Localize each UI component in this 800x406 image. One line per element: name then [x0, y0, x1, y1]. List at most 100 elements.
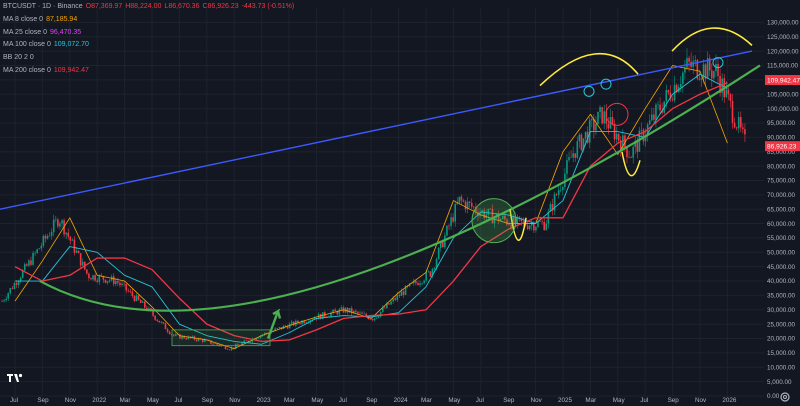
candle-body	[9, 288, 12, 294]
tradingview-logo-icon[interactable]	[6, 372, 24, 384]
candle-body	[38, 248, 41, 250]
candle-body	[164, 323, 167, 330]
candle-body	[48, 235, 51, 237]
price-tick-label: 80,000.00	[767, 163, 796, 170]
candle-body	[634, 140, 637, 147]
candle-body	[125, 283, 127, 291]
candle-body	[512, 216, 514, 229]
candle-body	[551, 204, 554, 211]
ma200-price-badge-text: 109,942.47	[767, 77, 800, 84]
candle-body	[100, 275, 103, 276]
candle-body	[704, 64, 707, 79]
consolidation-circle[interactable]	[471, 198, 517, 244]
price-tick-label: 115,000.00	[767, 63, 799, 70]
candle-body	[731, 100, 734, 123]
candle-body	[71, 239, 74, 241]
peak-marker[interactable]	[600, 78, 612, 90]
candles-layer	[1, 48, 746, 352]
candle-body	[1, 301, 3, 302]
candle-body	[117, 280, 119, 283]
candle-body	[239, 344, 241, 346]
ma-cross-circle[interactable]	[605, 102, 629, 126]
candle-body	[179, 334, 181, 339]
candle-body	[57, 219, 59, 227]
candle-body	[61, 220, 63, 224]
candle-body	[90, 278, 92, 280]
candle-body	[437, 247, 440, 259]
candle-body	[65, 232, 67, 235]
candle-body	[419, 283, 421, 286]
candle-body	[686, 58, 688, 68]
candle-body	[630, 157, 632, 158]
candle-body	[497, 213, 500, 222]
candle-body	[574, 153, 577, 158]
change-value: -443.73 (-0.51%)	[241, 3, 295, 10]
candle-body	[19, 277, 22, 282]
indicator-row[interactable]: MA 25 close 0 96,470.35	[3, 27, 294, 40]
candle-body	[400, 291, 403, 296]
indicator-row[interactable]: MA 200 close 0 109,942.47	[3, 65, 294, 78]
high-value: H88,224.00	[125, 3, 162, 10]
low-value: L86,670.36	[164, 3, 200, 10]
bottom-arc-1[interactable]	[509, 209, 527, 241]
price-tick-label: 70,000.00	[767, 192, 796, 199]
time-tick-label: May	[311, 397, 324, 404]
candle-body	[55, 219, 57, 221]
candle-body	[735, 127, 738, 129]
indicator-row[interactable]: BB 20 2 0	[3, 52, 294, 65]
candle-body	[698, 78, 701, 80]
candle-body	[297, 320, 299, 324]
candle-body	[590, 119, 593, 121]
candle-body	[274, 328, 276, 331]
peak-marker[interactable]	[583, 85, 595, 97]
candle-body	[622, 135, 624, 151]
time-scale[interactable]: Jul Sep Nov 2022 Mar May Jul Sep Nov 2023 Mar May Ju…	[10, 397, 737, 404]
candle-body	[369, 319, 372, 320]
resistance-trendline[interactable]	[0, 50, 753, 210]
candle-body	[429, 271, 432, 277]
candle-body	[415, 281, 417, 284]
top-arc-1[interactable]	[539, 52, 639, 87]
candle-body	[648, 120, 651, 125]
bottom-arc-2[interactable]	[621, 151, 641, 177]
symbol-header[interactable]: BTCUSDT · 1D · Binance O87,369.97 H88,22…	[3, 1, 294, 14]
candle-body	[541, 221, 543, 223]
support-curve[interactable]	[39, 64, 761, 312]
indicator-row[interactable]: MA 100 close 0 109,072.70	[3, 39, 294, 52]
candle-body	[44, 235, 47, 239]
peak-marker[interactable]	[712, 57, 724, 69]
price-tick-label: 10,000.00	[767, 364, 796, 371]
last-price-badge-text: 86,926.23	[767, 143, 797, 150]
gear-icon[interactable]	[779, 391, 791, 403]
candle-body	[611, 117, 614, 124]
candle-body	[181, 335, 183, 339]
candle-body	[303, 320, 305, 324]
candle-body	[487, 208, 490, 215]
close-value: C86,926.23	[202, 3, 239, 10]
candle-body	[522, 221, 525, 222]
accumulation-box[interactable]	[171, 329, 271, 347]
last-price-badge	[765, 141, 800, 152]
candle-body	[276, 328, 279, 329]
indicator-row[interactable]: MA 8 close 0 87,185.94	[3, 14, 294, 27]
candle-body	[3, 300, 5, 302]
candle-body	[626, 147, 628, 158]
candle-body	[417, 283, 419, 286]
price-badges: 109,942.47 86,926.23	[765, 75, 800, 152]
candle-body	[139, 299, 142, 303]
price-tick-label: 45,000.00	[767, 264, 796, 271]
candle-body	[477, 212, 479, 216]
candle-body	[553, 194, 556, 211]
breakout-arrow[interactable]	[266, 308, 282, 339]
top-arc-2[interactable]	[671, 27, 753, 52]
candle-body	[682, 72, 684, 85]
time-tick-label: May	[147, 397, 160, 404]
candle-body	[404, 285, 407, 295]
candle-body	[201, 339, 204, 342]
candle-body	[739, 117, 742, 128]
candle-body	[493, 217, 496, 224]
candle-body	[446, 225, 448, 236]
candle-body	[36, 249, 38, 253]
candle-body	[305, 322, 308, 324]
